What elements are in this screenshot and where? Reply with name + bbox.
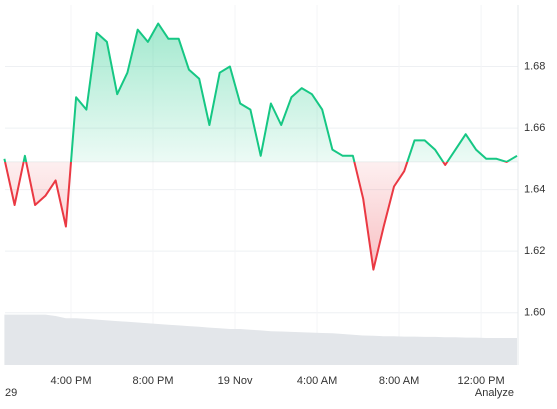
y-tick-label: 1.62 bbox=[524, 245, 545, 257]
x-tick-label: 8:00 PM bbox=[133, 375, 174, 387]
price-line bbox=[3, 22, 518, 271]
x-tick-label: 4:00 PM bbox=[51, 375, 92, 387]
x-tick-label: 19 Nov bbox=[218, 375, 253, 387]
y-tick-label: 1.66 bbox=[524, 122, 545, 134]
y-tick-label: 1.60 bbox=[524, 307, 545, 319]
x-tick-label: 4:00 AM bbox=[297, 375, 337, 387]
y-tick-label: 1.64 bbox=[524, 184, 545, 196]
annotation: 29 bbox=[5, 387, 17, 399]
volume-area bbox=[4, 314, 518, 365]
price-area bbox=[4, 23, 518, 270]
y-tick-label: 1.68 bbox=[524, 60, 545, 72]
x-tick-label: 12:00 PM bbox=[458, 375, 505, 387]
analyze-link[interactable]: Analyze bbox=[475, 387, 514, 399]
x-tick-label: 8:00 AM bbox=[379, 375, 419, 387]
